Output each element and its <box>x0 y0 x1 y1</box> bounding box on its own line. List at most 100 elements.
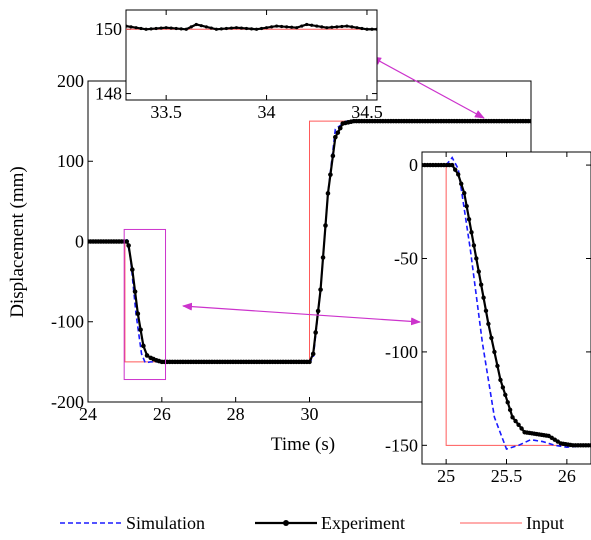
experiment-marker <box>244 26 249 31</box>
experiment-marker <box>224 26 228 31</box>
experiment-marker <box>528 118 531 124</box>
experiment-marker <box>174 26 178 31</box>
experiment-marker <box>144 353 150 358</box>
x-tick-label: 26 <box>153 404 171 424</box>
experiment-marker <box>483 308 489 314</box>
experiment-marker <box>219 27 223 31</box>
experiment-marker <box>459 181 464 186</box>
inset-right-plot: 25 25.5 26 0 -50 -100 -150 <box>385 151 591 486</box>
series-line-simulation <box>88 120 531 364</box>
experiment-marker <box>375 27 377 31</box>
experiment-marker <box>310 351 316 357</box>
zoom-arrow-top <box>371 56 485 119</box>
inset-top-plot: 33.5 34 34.5 150 148 <box>95 9 383 122</box>
experiment-marker <box>507 407 513 413</box>
experiment-marker <box>471 243 477 248</box>
experiment-marker <box>355 26 359 30</box>
experiment-marker <box>149 27 153 31</box>
experiment-marker <box>124 239 130 244</box>
experiment-marker <box>503 392 508 398</box>
experiment-marker <box>275 24 279 28</box>
experiment-marker <box>199 24 203 28</box>
experiment-marker <box>325 26 329 30</box>
x-tick-label: 28 <box>227 404 245 424</box>
experiment-marker <box>126 24 128 28</box>
experiment-marker <box>337 125 343 131</box>
experiment-marker <box>519 426 524 431</box>
experiment-marker <box>169 26 173 30</box>
legend: Simulation Experiment Input <box>60 513 564 533</box>
experiment-marker <box>144 27 148 31</box>
y-tick-label: 100 <box>57 151 84 171</box>
experiment-marker <box>134 26 138 30</box>
experiment-marker <box>315 308 321 314</box>
experiment-marker <box>320 25 324 29</box>
experiment-marker <box>456 172 461 177</box>
y-tick-label: 148 <box>95 84 122 104</box>
experiment-marker <box>330 153 336 159</box>
y-tick-label: -100 <box>51 312 84 332</box>
x-tick-label: 34 <box>258 102 276 122</box>
experiment-marker <box>229 26 234 30</box>
experiment-marker <box>333 134 338 140</box>
legend-label-simulation: Simulation <box>126 513 205 533</box>
legend-marker <box>283 520 289 526</box>
experiment-marker <box>330 25 334 29</box>
x-tick-label: 25 <box>437 466 455 486</box>
experiment-marker <box>588 443 591 448</box>
experiment-marker <box>505 400 510 405</box>
experiment-marker <box>135 311 141 317</box>
experiment-marker <box>307 359 312 365</box>
experiment-marker <box>139 26 143 31</box>
experiment-marker <box>495 363 500 369</box>
experiment-marker <box>310 23 314 27</box>
x-tick-label: 24 <box>79 404 97 424</box>
zoom-annotations <box>123 56 485 381</box>
experiment-marker <box>313 330 318 335</box>
experiment-marker <box>492 349 497 355</box>
experiment-marker <box>516 422 521 427</box>
experiment-marker <box>498 377 503 383</box>
experiment-marker <box>462 190 467 196</box>
experiment-marker <box>204 25 208 29</box>
zoom-arrow-right <box>182 302 421 326</box>
x-tick-label: 25.5 <box>491 466 523 486</box>
experiment-marker <box>164 26 168 30</box>
experiment-marker <box>129 25 133 29</box>
experiment-marker <box>154 26 158 31</box>
experiment-marker <box>469 230 474 235</box>
experiment-marker <box>126 243 131 248</box>
experiment-marker <box>130 267 135 272</box>
experiment-marker <box>350 25 354 29</box>
experiment-marker <box>184 27 188 31</box>
y-tick-label: -50 <box>394 248 418 268</box>
experiment-marker <box>510 415 515 420</box>
experiment-marker <box>478 282 484 287</box>
experiment-marker <box>370 27 374 31</box>
x-tick-label: 34.5 <box>351 102 383 122</box>
series-group <box>88 118 531 365</box>
experiment-marker <box>259 26 264 31</box>
experiment-marker <box>254 27 259 31</box>
experiment-marker <box>290 25 294 29</box>
experiment-marker <box>194 22 198 27</box>
experiment-marker <box>464 203 469 209</box>
experiment-marker <box>138 327 143 333</box>
experiment-marker <box>234 26 239 30</box>
x-axis-label: Time (s) <box>271 434 335 455</box>
y-tick-label: 0 <box>75 231 84 251</box>
y-tick-label: -100 <box>385 342 418 362</box>
experiment-marker <box>365 27 369 31</box>
experiment-marker <box>466 217 472 222</box>
experiment-marker <box>325 191 331 196</box>
series-line-simulation <box>422 156 591 451</box>
experiment-marker <box>285 25 289 29</box>
series-group <box>422 156 591 451</box>
experiment-marker <box>239 26 244 30</box>
experiment-marker <box>345 24 349 28</box>
experiment-marker <box>486 321 491 327</box>
experiment-marker <box>335 130 341 135</box>
x-tick-label: 26 <box>558 466 576 486</box>
experiment-marker <box>132 289 138 294</box>
